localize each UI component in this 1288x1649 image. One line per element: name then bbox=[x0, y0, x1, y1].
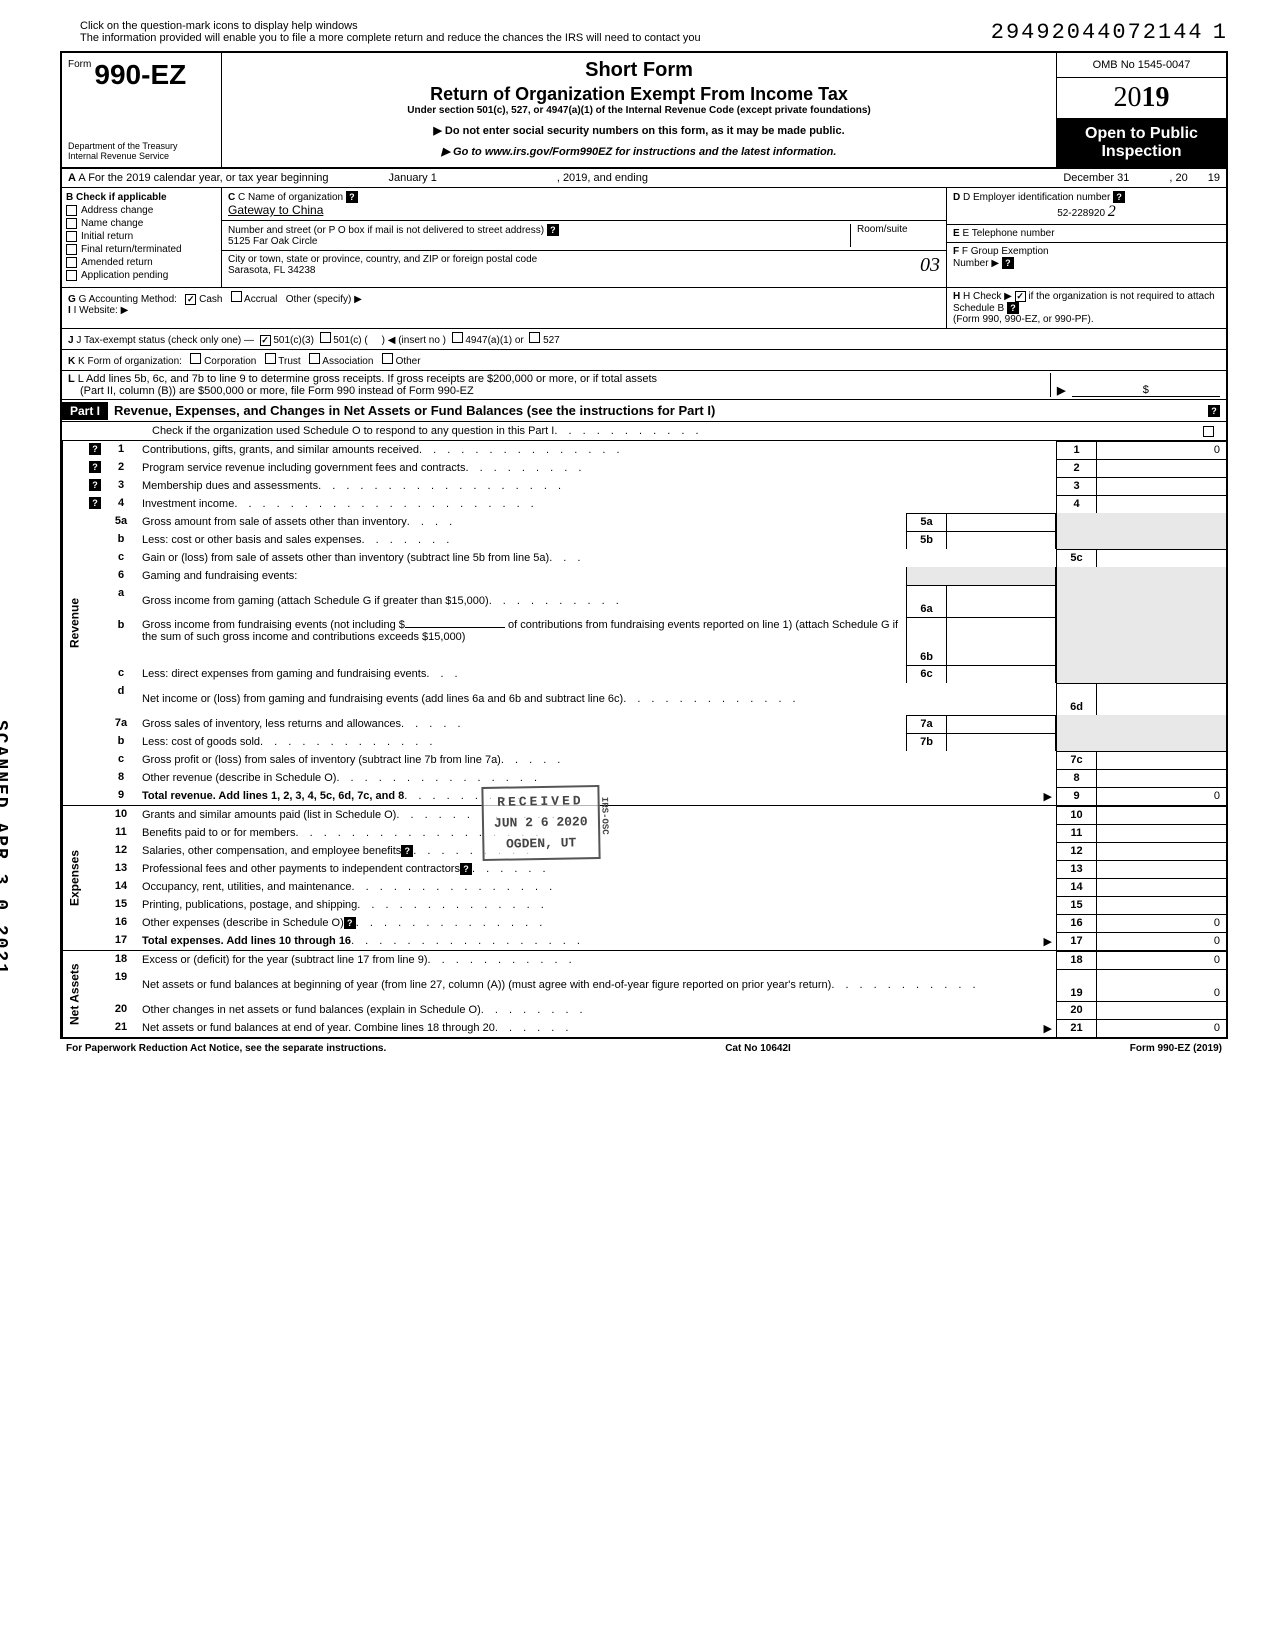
checkbox-corp[interactable] bbox=[190, 353, 201, 364]
help-icon[interactable]: ? bbox=[460, 863, 472, 875]
help-icon[interactable]: ? bbox=[89, 479, 101, 491]
help-icon[interactable]: ? bbox=[89, 461, 101, 473]
expenses-label: Expenses bbox=[62, 806, 86, 950]
checkbox-501c3[interactable]: ✓ bbox=[260, 335, 271, 346]
net-assets-label: Net Assets bbox=[62, 951, 86, 1037]
checkbox-accrual[interactable] bbox=[231, 291, 242, 302]
ein-value: 52-228920 bbox=[1057, 208, 1105, 219]
row-l-gross-receipts: L L Add lines 5b, 6c, and 7b to line 9 t… bbox=[62, 371, 1226, 400]
scanned-stamp: SCANNED APR 3 0 2021 bbox=[0, 720, 10, 976]
checkbox-527[interactable] bbox=[529, 332, 540, 343]
dln-number: 29492044072144 1 bbox=[991, 20, 1228, 45]
revenue-label: Revenue bbox=[62, 441, 86, 805]
checkbox-amended[interactable] bbox=[66, 257, 77, 268]
section-b-checkboxes: B Check if applicable Address change Nam… bbox=[62, 188, 222, 287]
handwritten-note: 03 bbox=[920, 254, 940, 277]
row-a-tax-year: A A For the 2019 calendar year, or tax y… bbox=[62, 169, 1226, 188]
line-21-value: 0 bbox=[1096, 1019, 1226, 1037]
line-1-value: 0 bbox=[1096, 441, 1226, 459]
form-title-2: Return of Organization Exempt From Incom… bbox=[228, 84, 1050, 105]
checkbox-trust[interactable] bbox=[265, 353, 276, 364]
line-16-value: 0 bbox=[1096, 914, 1226, 932]
checkbox-h[interactable]: ✓ bbox=[1015, 291, 1026, 302]
received-stamp: RECEIVED JUN 2 6 2020 OGDEN, UT IRS-OSC bbox=[481, 785, 600, 861]
help-icon[interactable]: ? bbox=[1208, 405, 1220, 417]
line-17-value: 0 bbox=[1096, 932, 1226, 950]
help-icon[interactable]: ? bbox=[344, 917, 356, 929]
checkbox-assoc[interactable] bbox=[309, 353, 320, 364]
form-footer: For Paperwork Reduction Act Notice, see … bbox=[60, 1039, 1228, 1058]
open-to-public: Open to Public Inspection bbox=[1057, 119, 1226, 167]
checkbox-final-return[interactable] bbox=[66, 244, 77, 255]
help-icon[interactable]: ? bbox=[346, 191, 358, 203]
checkbox-other-org[interactable] bbox=[382, 353, 393, 364]
help-icon[interactable]: ? bbox=[1113, 191, 1125, 203]
row-j-tax-status: J J Tax-exempt status (check only one) —… bbox=[62, 329, 1226, 350]
line-18-value: 0 bbox=[1096, 951, 1226, 969]
omb-number: OMB No 1545-0047 bbox=[1057, 53, 1226, 78]
line-19-value: 0 bbox=[1096, 969, 1226, 1001]
help-icon[interactable]: ? bbox=[1007, 302, 1019, 314]
checkbox-name-change[interactable] bbox=[66, 218, 77, 229]
form-title-1: Short Form bbox=[228, 59, 1050, 82]
hint-text: Click on the question-mark icons to disp… bbox=[80, 20, 701, 45]
checkbox-schedule-o[interactable] bbox=[1203, 426, 1214, 437]
form-number: 990-EZ bbox=[94, 59, 186, 90]
org-name: Gateway to China bbox=[228, 203, 323, 217]
help-icon[interactable]: ? bbox=[401, 845, 413, 857]
checkbox-address-change[interactable] bbox=[66, 205, 77, 216]
org-city: Sarasota, FL 34238 bbox=[228, 265, 315, 276]
row-k-org-form: K K Form of organization: Corporation Tr… bbox=[62, 350, 1226, 371]
help-icon[interactable]: ? bbox=[89, 497, 101, 509]
help-icon[interactable]: ? bbox=[547, 224, 559, 236]
checkbox-pending[interactable] bbox=[66, 270, 77, 281]
part-1-header: Part I Revenue, Expenses, and Changes in… bbox=[62, 400, 1226, 422]
checkbox-4947[interactable] bbox=[452, 332, 463, 343]
checkbox-501c[interactable] bbox=[320, 332, 331, 343]
help-icon[interactable]: ? bbox=[89, 443, 101, 455]
org-address: 5125 Far Oak Circle bbox=[228, 236, 317, 247]
form-header: Form 990-EZ Department of the Treasury I… bbox=[62, 53, 1226, 169]
line-9-value: 0 bbox=[1096, 787, 1226, 805]
checkbox-initial-return[interactable] bbox=[66, 231, 77, 242]
help-icon[interactable]: ? bbox=[1002, 257, 1014, 269]
checkbox-cash[interactable]: ✓ bbox=[185, 294, 196, 305]
tax-year: 2019 bbox=[1057, 78, 1226, 119]
